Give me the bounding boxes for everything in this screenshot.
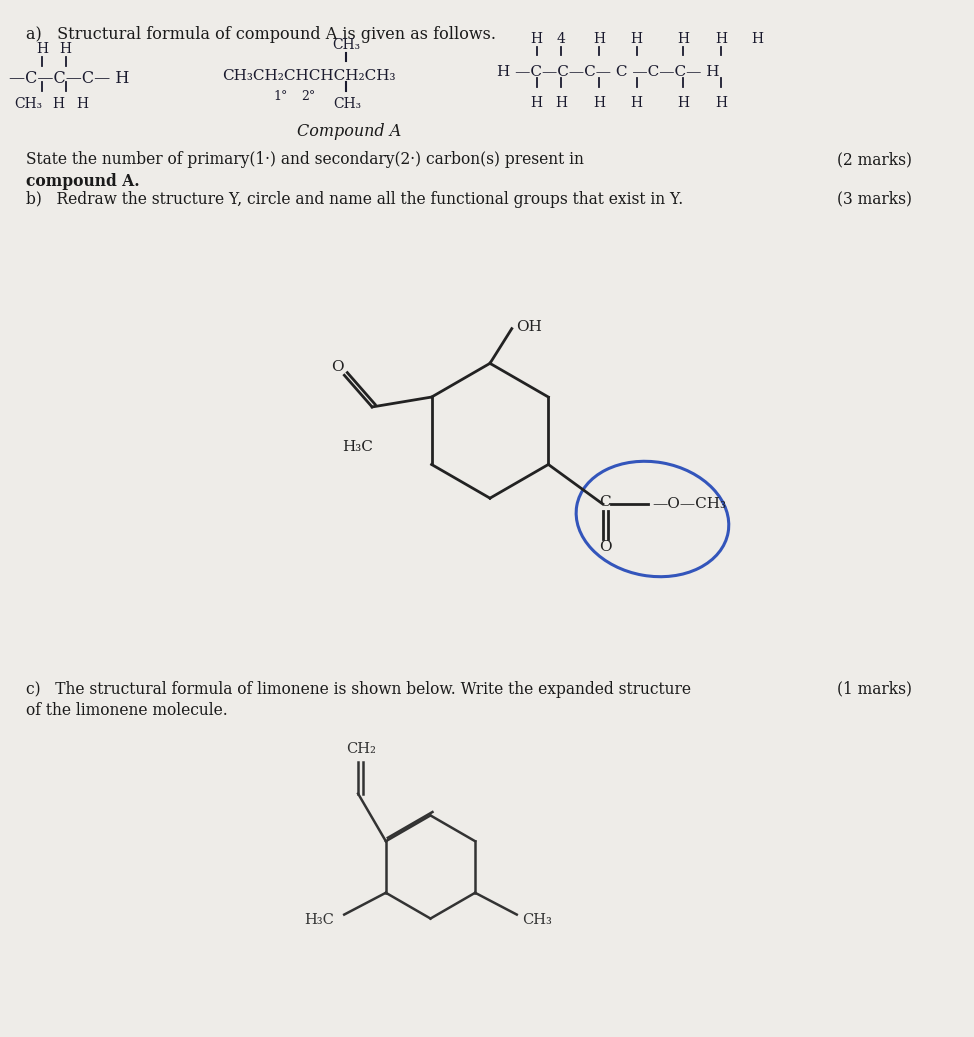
Text: H: H <box>593 95 605 110</box>
Text: C: C <box>599 495 611 509</box>
Text: 2°: 2° <box>301 89 316 103</box>
Text: State the number of primary(1·) and secondary(2·) carbon(s) present in: State the number of primary(1·) and seco… <box>26 151 583 168</box>
Text: a)   Structural formula of compound A is given as follows.: a) Structural formula of compound A is g… <box>26 26 496 44</box>
Text: H —C—C—C— C —C—C— H: H —C—C—C— C —C—C— H <box>497 65 720 79</box>
Text: (2 marks): (2 marks) <box>837 151 912 168</box>
Text: (3 marks): (3 marks) <box>837 191 912 207</box>
Text: H: H <box>53 96 64 111</box>
Text: H: H <box>593 32 605 46</box>
Text: CH₃CH₂CHCHCH₂CH₃: CH₃CH₂CHCHCH₂CH₃ <box>222 68 395 83</box>
Text: H: H <box>631 95 643 110</box>
Text: H: H <box>677 32 690 46</box>
Text: CH₃: CH₃ <box>333 96 361 111</box>
Text: O: O <box>600 539 613 554</box>
Text: H: H <box>531 95 543 110</box>
Text: compound A.: compound A. <box>26 173 139 190</box>
Text: O: O <box>331 360 344 374</box>
Text: 1°: 1° <box>274 89 288 103</box>
Text: b)   Redraw the structure Y, circle and name all the functional groups that exis: b) Redraw the structure Y, circle and na… <box>26 191 683 207</box>
Text: CH₃: CH₃ <box>522 913 551 926</box>
Text: CH₂: CH₂ <box>346 742 376 756</box>
Text: Compound A: Compound A <box>297 123 401 140</box>
Text: H: H <box>555 95 568 110</box>
Text: H₃C: H₃C <box>305 913 334 926</box>
Text: (1 marks): (1 marks) <box>837 680 912 698</box>
Text: CH₃: CH₃ <box>332 38 360 52</box>
Text: H: H <box>77 96 89 111</box>
Text: CH₃: CH₃ <box>14 96 42 111</box>
Text: H: H <box>752 32 764 46</box>
Text: —O—CH₃: —O—CH₃ <box>653 497 727 511</box>
Text: of the limonene molecule.: of the limonene molecule. <box>26 702 228 720</box>
Text: OH: OH <box>516 319 542 334</box>
Text: H₃C: H₃C <box>342 440 373 453</box>
Text: 4: 4 <box>557 32 566 46</box>
Text: H: H <box>531 32 543 46</box>
Text: H: H <box>715 32 727 46</box>
Text: H: H <box>677 95 690 110</box>
Text: c)   The structural formula of limonene is shown below. Write the expanded struc: c) The structural formula of limonene is… <box>26 680 691 698</box>
Text: —C—C—C— H: —C—C—C— H <box>9 71 130 87</box>
Text: H: H <box>631 32 643 46</box>
Text: H: H <box>36 41 48 56</box>
Text: H: H <box>715 95 727 110</box>
Text: H: H <box>59 41 72 56</box>
